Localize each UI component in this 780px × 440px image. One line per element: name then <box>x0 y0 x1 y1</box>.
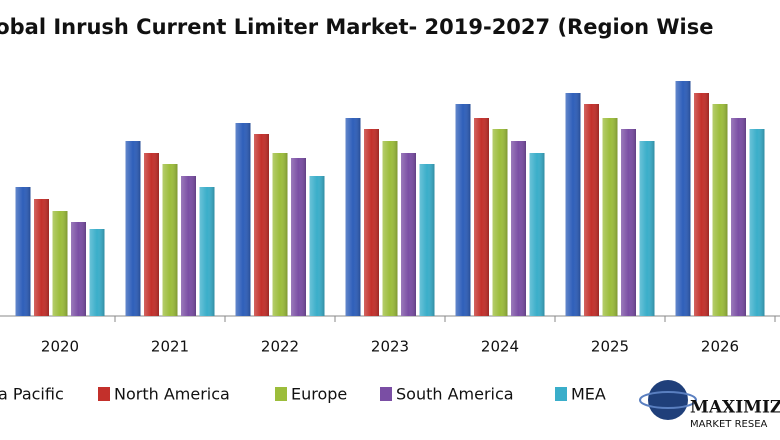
bar-shade <box>565 93 581 316</box>
bar-shade <box>474 118 489 316</box>
bar-shade <box>254 134 269 316</box>
bar-shade <box>401 153 416 316</box>
legend-swatch <box>275 387 287 401</box>
logo-ring <box>639 391 697 409</box>
bar-shade <box>382 141 398 316</box>
bar-shade <box>199 187 215 316</box>
legend-label: a Pacific <box>0 385 64 404</box>
bar-shade <box>162 164 178 316</box>
x-tick-label: 2023 <box>371 338 409 356</box>
x-tick-label: 2021 <box>151 338 189 356</box>
bar-shade <box>181 176 196 316</box>
legend-label: MEA <box>571 385 606 404</box>
x-tick-label: 2024 <box>481 338 519 356</box>
bar-shade <box>602 118 618 316</box>
bar-shade <box>272 153 288 316</box>
bar-shade <box>749 129 765 316</box>
bar-shade <box>15 187 31 316</box>
legend-label: Europe <box>291 385 347 404</box>
bar-shade <box>731 118 746 316</box>
bar-shade <box>235 123 251 316</box>
logo-subtitle: MARKET RESEA <box>690 419 768 430</box>
bar-shade <box>34 199 49 316</box>
logo-name: MAXIMIZ <box>690 398 780 418</box>
logo-globe <box>648 380 688 420</box>
bar-shade <box>144 153 159 316</box>
bar-shade <box>694 93 709 316</box>
bar-shade <box>71 222 86 316</box>
x-tick-label: 2020 <box>41 338 79 356</box>
bar-shade <box>345 118 361 316</box>
bar-shade <box>455 104 471 316</box>
bar-shade <box>309 176 325 316</box>
bar-shade <box>89 229 105 316</box>
bar-shade <box>621 129 636 316</box>
bar-shade <box>511 141 526 316</box>
bar-shade <box>712 104 728 316</box>
legend-label: South America <box>396 385 514 404</box>
legend-swatch <box>380 387 392 401</box>
bar-shade <box>584 104 599 316</box>
bar-shade <box>291 158 306 316</box>
bar-shade <box>52 211 68 316</box>
bar-shade <box>492 129 508 316</box>
bar-shade <box>125 141 141 316</box>
x-tick-label: 2025 <box>591 338 629 356</box>
x-tick-label: 2022 <box>261 338 299 356</box>
chart-title: lobal Inrush Current Limiter Market- 201… <box>0 15 713 39</box>
bar-shade <box>675 81 691 316</box>
legend-swatch <box>98 387 110 401</box>
bar-shade <box>419 164 435 316</box>
x-tick-label: 2026 <box>701 338 739 356</box>
bar-shade <box>529 153 545 316</box>
legend-swatch <box>555 387 567 401</box>
bar-shade <box>639 141 655 316</box>
legend-label: North America <box>114 385 230 404</box>
logo: MAXIMIZ MARKET RESEA <box>639 380 780 430</box>
bar-shade <box>364 129 379 316</box>
